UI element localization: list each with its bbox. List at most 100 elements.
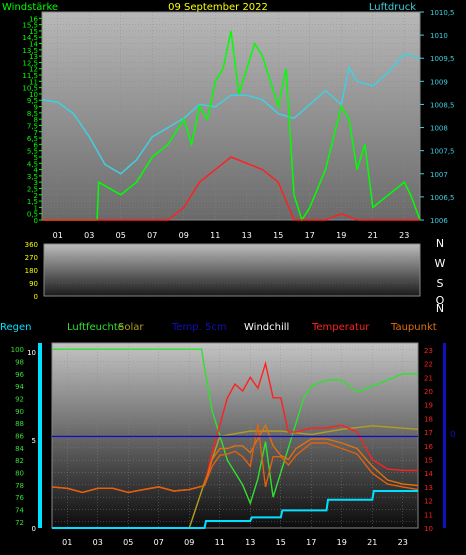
weather-lines	[51, 348, 419, 529]
x-tick-label: 11	[215, 538, 225, 547]
wind-tick-label: 5	[34, 154, 38, 162]
x-tick-label: 19	[337, 538, 347, 547]
humidity-tick-label: 82	[15, 457, 24, 465]
wind-tick-label: 12	[29, 66, 38, 74]
rain-axis-ticks: 0 5 10	[27, 349, 36, 533]
legend-item: Solar	[118, 322, 144, 333]
x-tick-label: 23	[398, 538, 408, 547]
wind-chart-x-ticks: 01 03 05 07 09 11 13 15 17 19 21 23	[53, 231, 410, 240]
x-tick-label: 11	[210, 231, 220, 240]
humidity-tick-label: 76	[15, 494, 24, 502]
temperature-tick-label: 13	[424, 484, 433, 492]
temperature-tick-label: 16	[424, 443, 433, 451]
wind-tick-label: 14	[29, 41, 38, 49]
pressure-line	[41, 52, 421, 175]
legend-item: Regen	[0, 322, 32, 333]
temperature-tick-label: 18	[424, 415, 433, 423]
humidity-tick-label: 90	[15, 408, 24, 416]
wind-tick-label: 2,5	[27, 185, 38, 193]
wind-tick-label: 7	[34, 129, 38, 137]
temperature-tick-label: 15	[424, 456, 433, 464]
legend-item: Luftfeuchte	[67, 322, 124, 333]
rain-axis-bar	[38, 343, 42, 528]
wind-tick-label: 12,5	[22, 59, 38, 67]
pressure-tick-label: 1008	[430, 125, 448, 133]
rain-tick-label: 0	[32, 525, 36, 533]
x-tick-label: 05	[116, 231, 126, 240]
wind-axis-ticks: 00,511,522,533,544,555,566,577,588,599,5…	[22, 15, 42, 225]
compass-label: S	[437, 277, 444, 290]
direction-tick-label: 180	[25, 267, 38, 275]
solar-line	[52, 425, 419, 529]
x-tick-label: 21	[367, 538, 377, 547]
pressure-tick-label: 1009	[430, 78, 448, 86]
wind-tick-label: 10,5	[22, 85, 38, 93]
temperature-tick-label: 14	[424, 470, 433, 478]
wind-tick-label: 8,5	[27, 110, 38, 118]
wind-tick-label: 4	[34, 167, 39, 175]
temperature-tick-label: 20	[424, 388, 433, 396]
x-tick-label: 05	[123, 538, 133, 547]
wind-tick-label: 5,5	[27, 148, 38, 156]
temperature-tick-label: 11	[424, 511, 433, 519]
x-tick-label: 21	[368, 231, 378, 240]
pressure-axis-ticks: 1006 1006,5 1007 1007,5 1008 1008,5 1009 1009,5…	[420, 9, 455, 225]
humidity-tick-label: 72	[15, 519, 24, 527]
soil-axis-bar	[443, 343, 446, 528]
humidity-tick-label: 80	[15, 470, 24, 478]
wind-tick-label: 3,5	[27, 173, 38, 181]
temperature-tick-label: 10	[424, 525, 433, 533]
humidity-tick-label: 94	[15, 383, 24, 391]
humidity-tick-label: 100	[11, 346, 24, 354]
wind-tick-label: 16	[29, 15, 38, 23]
compass-label: N	[436, 302, 444, 315]
legend-item: Temp. 5cm	[171, 322, 227, 333]
wind-tick-label: 14,5	[22, 34, 38, 42]
wind-tick-label: 1,5	[27, 198, 38, 206]
pressure-tick-label: 1007,5	[430, 148, 455, 156]
temperature-axis-ticks: 10 11 12 13 14 15 16 17 18 19 20 21 22 23	[424, 347, 433, 533]
legend-item: Temperatur	[311, 322, 370, 333]
humidity-tick-label: 74	[15, 507, 24, 515]
chart-date-title: 09 September 2022	[168, 2, 268, 13]
wind-tick-label: 11	[29, 78, 38, 86]
temperature-tick-label: 12	[424, 498, 433, 506]
legend-item: Taupunkt	[390, 322, 437, 333]
x-tick-label: 07	[147, 231, 157, 240]
x-tick-label: 15	[273, 231, 283, 240]
pressure-tick-label: 1009,5	[430, 55, 455, 63]
humidity-tick-label: 86	[15, 433, 24, 441]
x-tick-label: 03	[84, 231, 94, 240]
weather-chart-x-ticks: 01 03 05 07 09 11 13 15 17 19 21 23	[62, 538, 408, 547]
wind-tick-label: 8	[34, 116, 38, 124]
compass-label: O	[436, 294, 445, 307]
pressure-axis-title: Luftdruck	[369, 2, 416, 13]
wind-pressure-lines	[41, 30, 421, 222]
windchill-line	[51, 423, 419, 494]
temperature-tick-label: 19	[424, 402, 433, 410]
x-tick-label: 13	[242, 231, 252, 240]
x-tick-label: 09	[184, 538, 194, 547]
temperature-tick-label: 17	[424, 429, 433, 437]
x-tick-label: 17	[305, 231, 315, 240]
humidity-tick-label: 98	[15, 359, 24, 367]
wind-tick-label: 4,5	[27, 160, 38, 168]
wind-tick-label: 9,5	[27, 97, 38, 105]
x-tick-label: 01	[53, 231, 63, 240]
pressure-tick-label: 1006	[430, 217, 448, 225]
x-tick-label: 17	[306, 538, 316, 547]
wind-tick-label: 0,5	[27, 211, 38, 219]
wind-tick-label: 6	[34, 141, 39, 149]
wind-tick-label: 10	[29, 91, 38, 99]
x-tick-label: 07	[154, 538, 164, 547]
x-tick-label: 09	[179, 231, 189, 240]
wind-direction-axis-ticks: 360 270 180 90 0	[25, 241, 38, 301]
pressure-tick-label: 1008,5	[430, 101, 455, 109]
rain-tick-label: 5	[32, 437, 36, 445]
temperature-tick-label: 22	[424, 361, 433, 369]
wind-tick-label: 13	[29, 53, 38, 61]
pressure-tick-label: 1010	[430, 32, 448, 40]
wind-tick-label: 7,5	[27, 122, 38, 130]
wind-tick-label: 3	[34, 179, 38, 187]
